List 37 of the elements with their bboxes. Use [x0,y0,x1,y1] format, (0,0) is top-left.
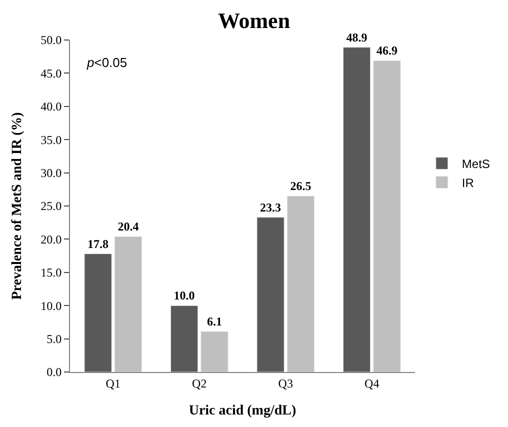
x-tick-label: Q3 [278,376,293,390]
y-tick-label: 10.0 [40,298,62,313]
annotation: p<0.05 [86,55,128,70]
data-label: 48.9 [346,30,368,44]
x-tick-label: Q1 [106,376,120,390]
legend-label: IR [462,176,474,190]
chart-title: Women [218,8,290,34]
y-tick-label: 15.0 [40,266,62,280]
y-tick-label: 5.0 [46,332,62,346]
y-tick-label: 35.0 [40,132,62,147]
legend-label: MetS [462,156,490,171]
x-tick-label: Q4 [364,376,380,390]
x-tick-label: Q2 [192,376,207,390]
y-tick-label: 0.0 [46,365,62,380]
y-tick-label: 20.0 [40,232,62,246]
y-axis-title: Prevalence of MetS and IR (%) [10,112,26,300]
y-tick-label: 25.0 [40,199,62,214]
data-label: 46.9 [376,44,398,58]
data-label: 6.1 [206,314,222,328]
y-tick-label: 50.0 [40,33,62,48]
bar [84,254,112,372]
bar [256,217,284,372]
data-label: 20.4 [118,220,139,234]
data-label: 10.0 [174,288,195,303]
bar [342,47,371,372]
bar [200,331,228,372]
y-tick-label: 40.0 [40,100,62,114]
bar [170,305,198,372]
data-label: 23.3 [260,200,282,214]
y-tick-label: 30.0 [40,166,62,180]
bar [373,60,401,372]
bar [114,236,142,372]
data-label: 17.8 [88,236,109,251]
data-label: 26.5 [290,179,312,194]
bar [286,196,315,372]
y-tick-label: 45.0 [40,66,62,80]
x-axis-title: Uric acid (mg/dL) [188,404,296,419]
